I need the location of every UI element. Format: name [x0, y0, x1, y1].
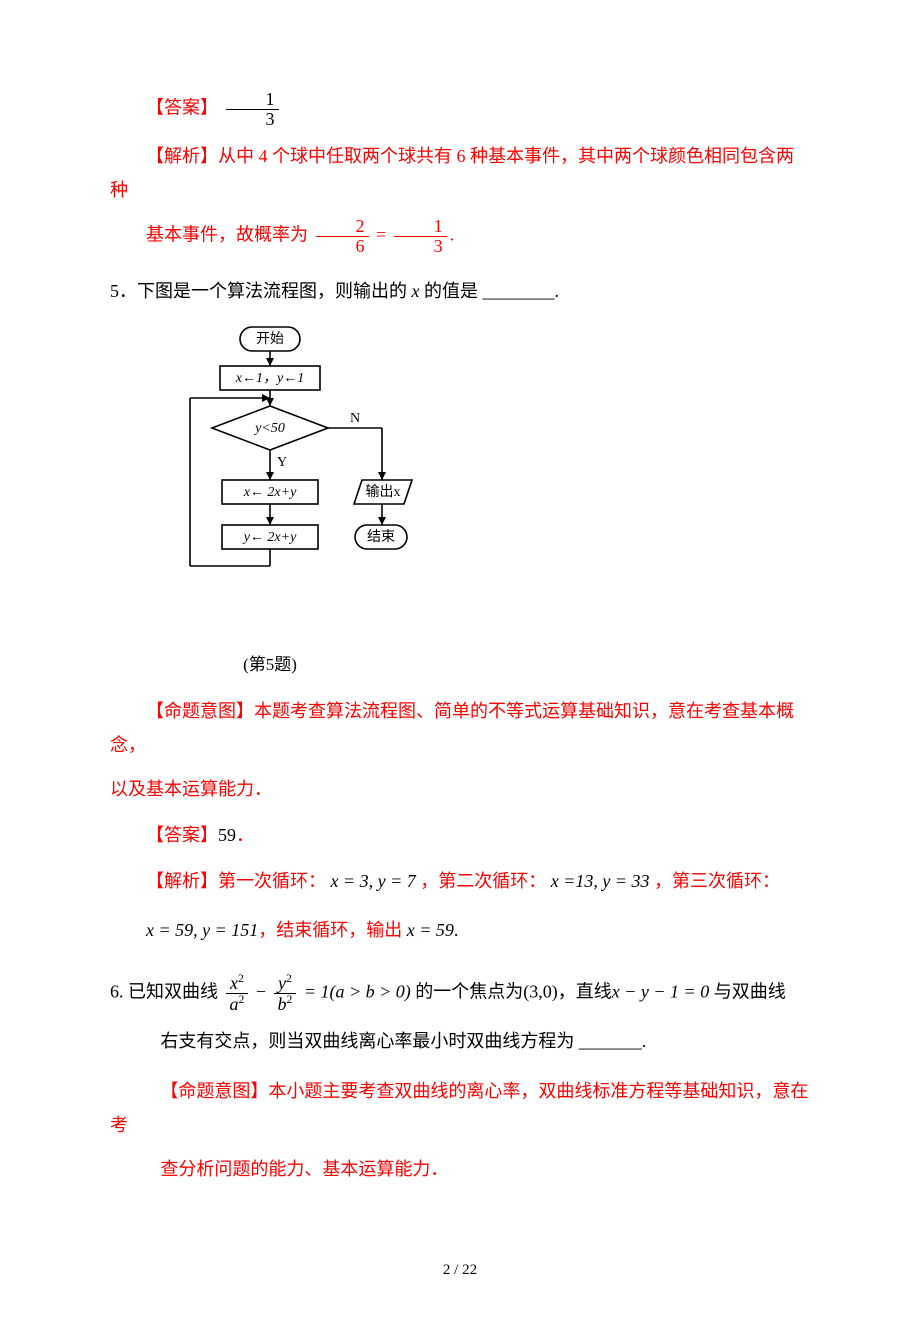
- flowchart: 开始 x←1，y←1 y<50 N Y x← 2x+y y← 2x+y 输出x …: [160, 322, 810, 681]
- svg-text:x←1，y←1: x←1，y←1: [235, 371, 304, 386]
- q6-intent: 【命题意图】本小题主要考查双曲线的离心率，双曲线标准方程等基础知识，意在考: [110, 1074, 810, 1142]
- svg-text:x← 2x+y: x← 2x+y: [243, 485, 297, 500]
- q5-explanation-2: x = 59, y = 151，结束循环，输出 x = 59.: [110, 913, 810, 947]
- flowchart-caption: (第5题): [160, 649, 380, 681]
- svg-text:输出x: 输出x: [366, 484, 401, 500]
- q4-explanation: 【解析】从中 4 个球中任取两个球共有 6 种基本事件，其中两个球颜色相同包含两…: [110, 139, 810, 207]
- q5-title: 5．下图是一个算法流程图，则输出的 x 的值是 ________.: [110, 274, 810, 308]
- q6-title-2: 右支有交点，则当双曲线离心率最小时双曲线方程为 _______.: [110, 1024, 810, 1058]
- explain-label: 【解析】: [146, 871, 218, 891]
- flowchart-svg: 开始 x←1，y←1 y<50 N Y x← 2x+y y← 2x+y 输出x …: [160, 322, 420, 632]
- answer-label: 【答案】: [146, 98, 218, 118]
- q6-intent-2: 查分析问题的能力、基本运算能力．: [110, 1152, 810, 1186]
- svg-text:结束: 结束: [367, 529, 395, 545]
- svg-text:y<50: y<50: [253, 421, 285, 436]
- q4-frac-1-3: 1 3: [394, 217, 447, 256]
- intent-label: 【命题意图】: [160, 1081, 268, 1101]
- q6-frac1: x2 a2: [226, 973, 249, 1014]
- q4-answer-line: 【答案】 1 3: [110, 90, 810, 129]
- svg-text:Y: Y: [277, 455, 287, 470]
- svg-text:y← 2x+y: y← 2x+y: [242, 530, 297, 545]
- intent-label: 【命题意图】: [146, 701, 254, 721]
- q5-intent: 【命题意图】本题考查算法流程图、简单的不等式运算基础知识，意在考查基本概念，: [110, 694, 810, 762]
- q5-explanation: 【解析】第一次循环： x = 3, y = 7 ，第二次循环： x =13, y…: [110, 864, 810, 898]
- answer-label: 【答案】: [146, 825, 218, 845]
- explain-label: 【解析】: [146, 146, 218, 166]
- page-number: 2 / 22: [110, 1256, 810, 1285]
- svg-text:开始: 开始: [256, 331, 284, 347]
- q4-frac-2-6: 2 6: [316, 217, 369, 256]
- q4-explanation-2: 基本事件，故概率为 2 6 = 1 3 .: [110, 217, 810, 256]
- q5-intent-2: 以及基本运算能力．: [110, 772, 810, 806]
- q6-frac2: y2 b2: [274, 973, 297, 1014]
- q4-ans-frac: 1 3: [226, 90, 279, 129]
- svg-text:N: N: [350, 411, 360, 426]
- q6-title: 6. 已知双曲线 x2 a2 − y2 b2 = 1(a > b > 0) 的一…: [110, 973, 810, 1014]
- q5-answer: 【答案】59．: [110, 818, 810, 852]
